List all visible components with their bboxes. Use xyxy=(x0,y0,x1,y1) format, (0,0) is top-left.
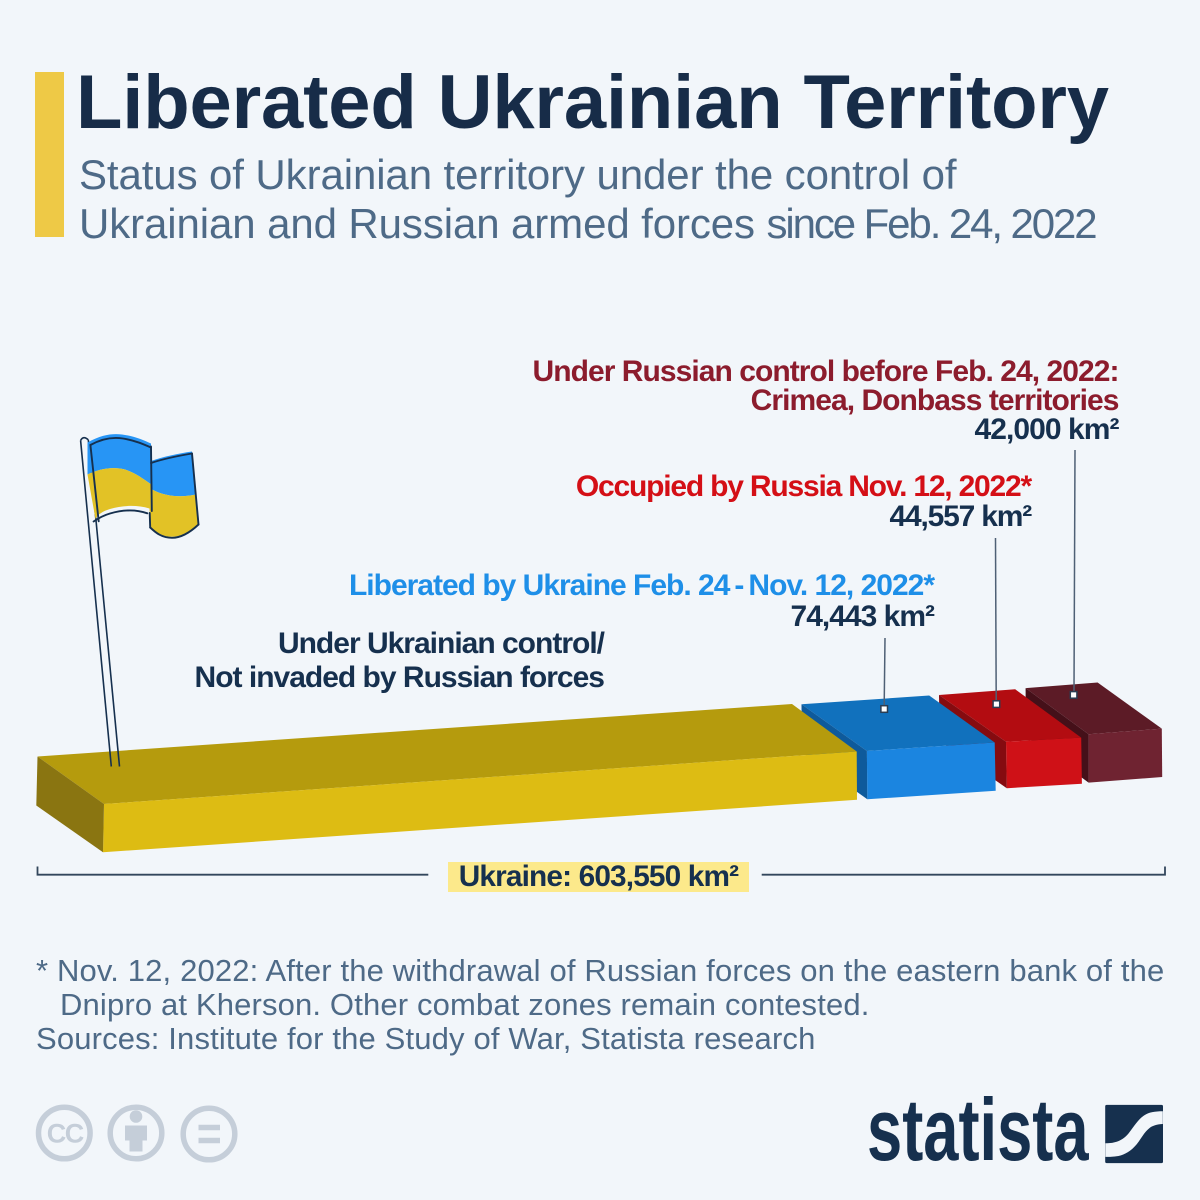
svg-text:CC: CC xyxy=(47,1119,84,1149)
